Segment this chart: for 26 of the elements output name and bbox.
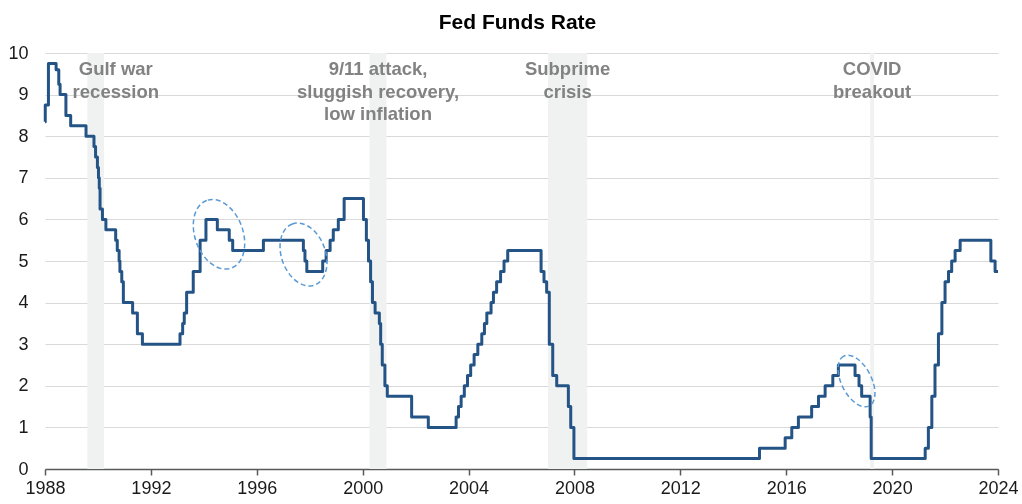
y-tick-label: 2 xyxy=(18,375,29,396)
band-label: 9/11 attack, sluggish recovery, low inflation xyxy=(296,58,460,125)
x-tick-label: 1992 xyxy=(131,477,172,498)
x-tick-label: 2020 xyxy=(872,477,913,498)
x-tick-label: 2000 xyxy=(343,477,384,498)
y-tick-label: 4 xyxy=(18,292,29,313)
x-tick-label: 1988 xyxy=(25,477,66,498)
y-tick-label: 5 xyxy=(18,250,29,271)
x-tick-label: 2008 xyxy=(554,477,595,498)
y-tick-label: 6 xyxy=(18,208,29,229)
y-tick-label: 3 xyxy=(18,333,29,354)
y-tick-label: 1 xyxy=(18,416,29,437)
band-label: Gulf war recession xyxy=(72,58,159,102)
x-tick-label: 2024 xyxy=(978,477,1019,498)
y-tick-label: 8 xyxy=(18,125,29,146)
y-tick-label: 9 xyxy=(18,84,29,105)
x-tick-label: 2012 xyxy=(660,477,701,498)
y-tick-label: 0 xyxy=(18,458,29,479)
y-tick-label: 7 xyxy=(18,167,29,188)
x-tick-label: 2004 xyxy=(449,477,490,498)
band-label: COVID breakout xyxy=(833,58,912,102)
y-tick-label: 10 xyxy=(8,42,29,63)
band-label: Subprime crisis xyxy=(524,58,611,102)
x-tick-label: 1996 xyxy=(237,477,278,498)
chart-title: Fed Funds Rate xyxy=(438,10,597,33)
x-tick-label: 2016 xyxy=(766,477,807,498)
